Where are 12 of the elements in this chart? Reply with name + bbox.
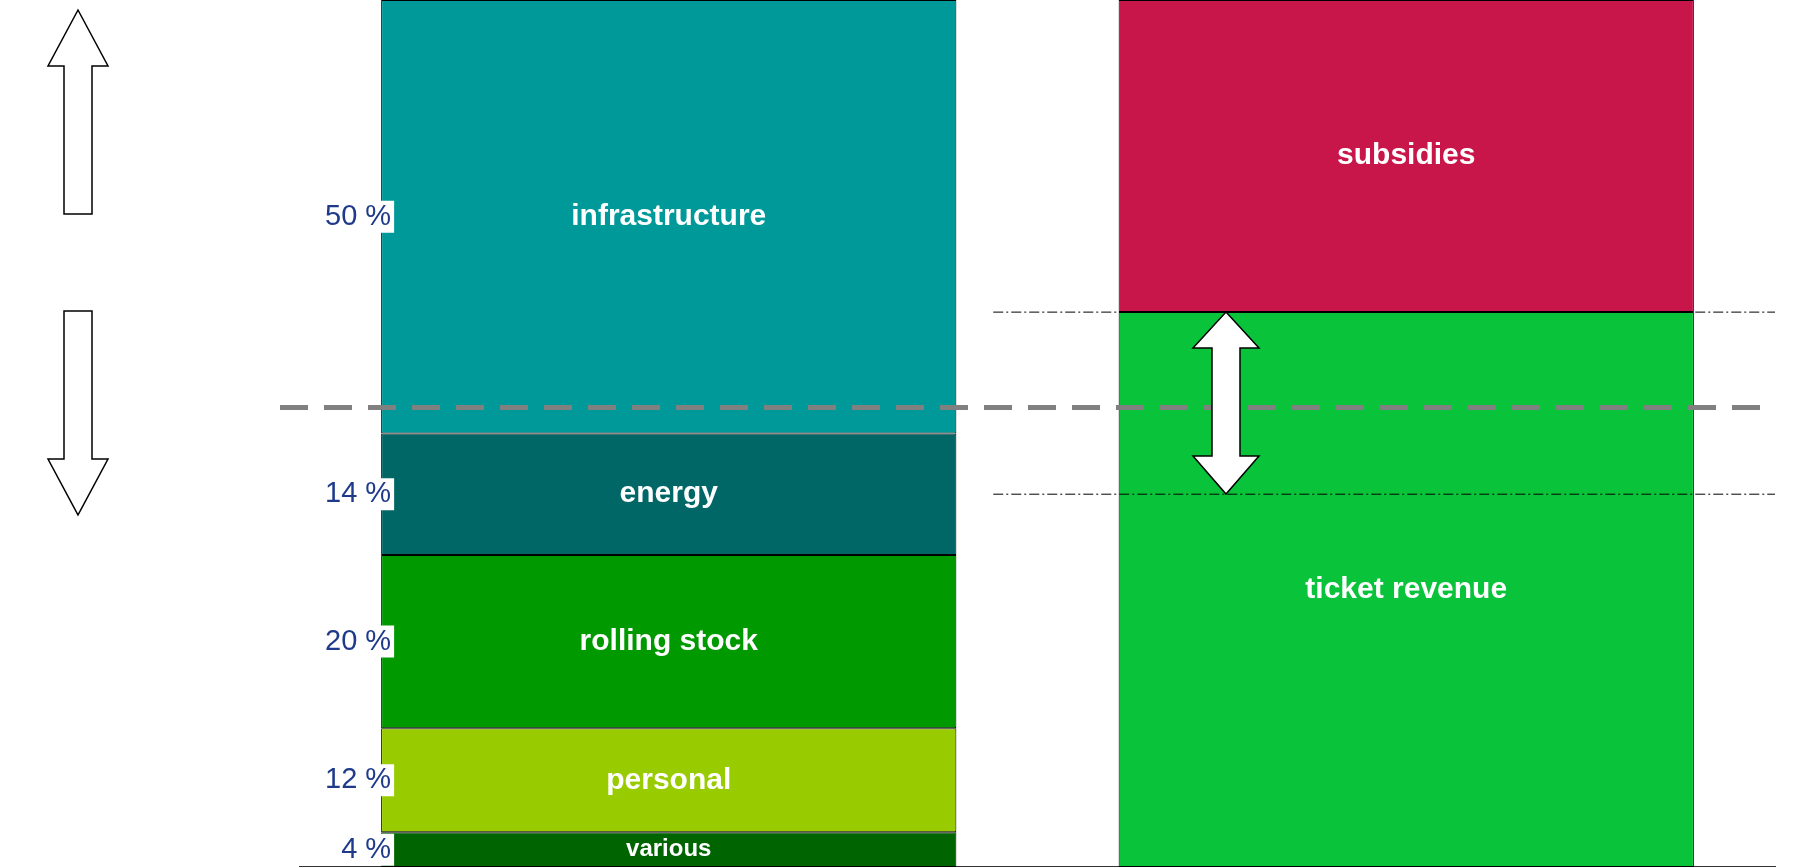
data-label: 20 % — [325, 623, 392, 656]
data-label: 50 % — [325, 198, 392, 231]
data-label: 12 % — [325, 762, 392, 795]
series-label: infrastructure — [571, 198, 767, 232]
series-label: ticket revenue — [1305, 570, 1508, 604]
data-label: 4 % — [341, 831, 392, 864]
series-label: energy — [619, 475, 719, 509]
series-label: personal — [606, 761, 732, 795]
series-label: rolling stock — [579, 622, 759, 656]
data-label: 14 % — [325, 476, 392, 509]
series-label: various — [626, 834, 712, 862]
series-label: subsidies — [1337, 137, 1476, 171]
